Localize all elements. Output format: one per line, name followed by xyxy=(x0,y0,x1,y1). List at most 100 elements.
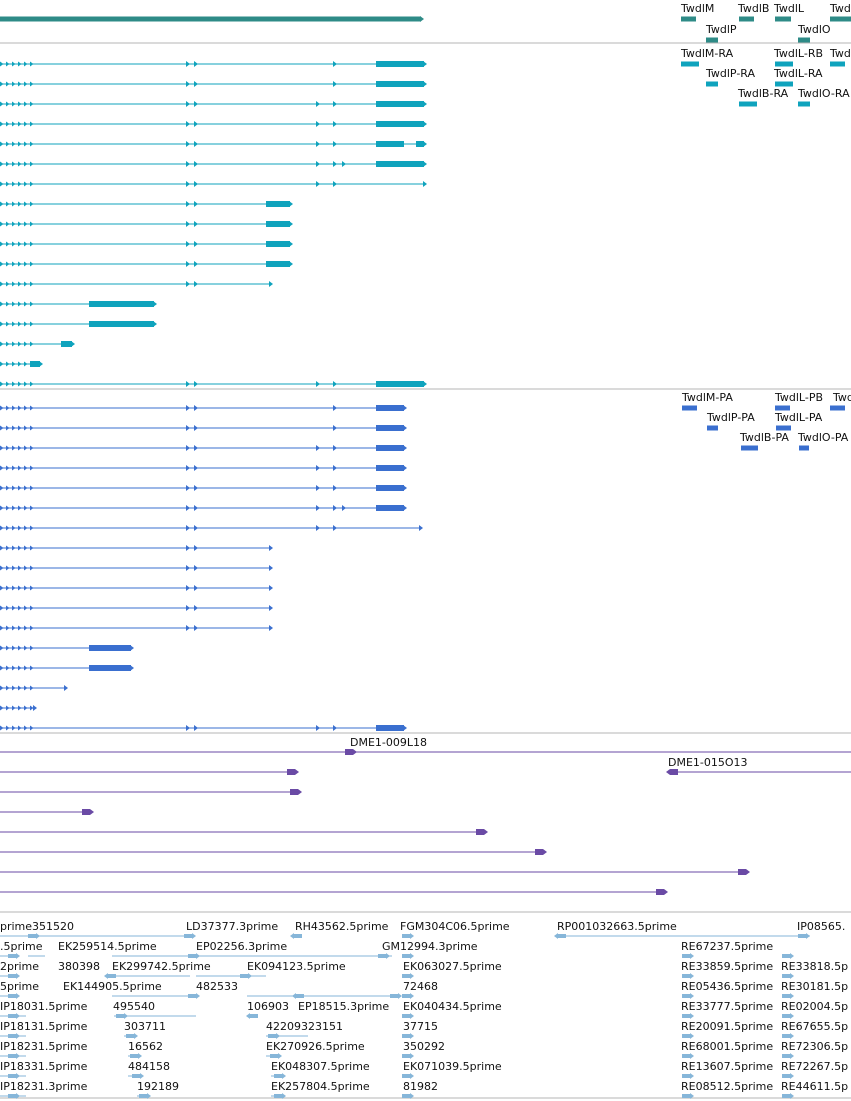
strand-arrow xyxy=(790,993,794,999)
strand-arrow xyxy=(24,281,28,287)
strand-arrow xyxy=(269,605,273,611)
strand-arrow xyxy=(186,465,190,471)
strand-arrow xyxy=(24,445,28,451)
strand-arrow xyxy=(194,181,198,187)
feature-label: TwdlB xyxy=(737,2,769,15)
strand-arrow xyxy=(30,321,34,327)
est-block xyxy=(8,1094,16,1098)
transcript-row xyxy=(0,101,427,107)
strand-arrow xyxy=(6,181,10,187)
strand-arrow xyxy=(790,1093,794,1099)
est-block xyxy=(268,1034,276,1038)
strand-arrow xyxy=(24,341,28,347)
feature-label: FGM304C06.5prime xyxy=(400,920,510,933)
feature-label: EK144905.5prime xyxy=(63,980,162,993)
strand-arrow xyxy=(194,565,198,571)
feature-label: RH43562.5prime xyxy=(295,920,389,933)
strand-arrow xyxy=(790,1033,794,1039)
exon-block xyxy=(416,141,424,147)
strand-arrow xyxy=(24,101,28,107)
feature-label: TwdlM-PA xyxy=(681,391,733,404)
est-block xyxy=(682,1034,690,1038)
transcript-glyph xyxy=(706,81,718,87)
strand-arrow xyxy=(18,321,22,327)
strand-arrow xyxy=(333,525,337,531)
feature-label: EP02256.3prime xyxy=(196,940,287,953)
strand-arrow xyxy=(0,361,4,367)
strand-arrow xyxy=(194,625,198,631)
strand-arrow xyxy=(316,465,320,471)
strand-arrow xyxy=(12,141,16,147)
strand-arrow xyxy=(30,141,34,147)
est-block xyxy=(782,1074,790,1078)
strand-arrow xyxy=(194,261,198,267)
strand-arrow xyxy=(24,425,28,431)
strand-arrow xyxy=(64,685,68,691)
strand-arrow xyxy=(30,381,34,387)
strand-arrow xyxy=(690,1073,694,1079)
strand-arrow xyxy=(333,465,337,471)
strand-arrow xyxy=(12,381,16,387)
strand-arrow xyxy=(333,61,337,67)
strand-arrow xyxy=(12,525,16,531)
est-block xyxy=(270,1054,278,1058)
transcript-glyph xyxy=(775,61,793,67)
strand-arrow xyxy=(0,645,4,651)
strand-arrow xyxy=(18,685,22,691)
exon-block xyxy=(266,241,290,247)
est-block xyxy=(126,1034,134,1038)
strand-arrow xyxy=(12,201,16,207)
strand-arrow xyxy=(18,705,22,711)
est-block xyxy=(782,1034,790,1038)
strand-arrow xyxy=(333,425,337,431)
strand-arrow xyxy=(30,505,34,511)
strand-arrow xyxy=(316,161,320,167)
strand-arrow xyxy=(24,221,28,227)
strand-arrow xyxy=(124,1013,128,1019)
strand-arrow xyxy=(0,101,4,107)
strand-arrow xyxy=(316,445,320,451)
gene-span xyxy=(0,16,421,22)
strand-arrow xyxy=(423,121,427,127)
clone-end xyxy=(738,869,746,875)
strand-arrow xyxy=(24,545,28,551)
feature-label: RE33859.5prime xyxy=(681,960,773,973)
strand-arrow xyxy=(186,505,190,511)
strand-arrow xyxy=(554,933,558,939)
strand-arrow xyxy=(410,1073,414,1079)
strand-arrow xyxy=(690,1093,694,1099)
est-block xyxy=(8,994,16,998)
strand-arrow xyxy=(12,505,16,511)
protein-row xyxy=(0,605,273,611)
strand-arrow xyxy=(186,605,190,611)
exon-block xyxy=(376,445,404,451)
feature-label: IP18131.5prime xyxy=(0,1020,88,1033)
strand-arrow xyxy=(18,405,22,411)
strand-arrow xyxy=(196,993,200,999)
strand-arrow xyxy=(333,445,337,451)
strand-arrow xyxy=(30,281,34,287)
strand-arrow xyxy=(316,101,320,107)
est-block xyxy=(402,1094,410,1098)
feature-label: EP18515.3prime xyxy=(298,1000,389,1013)
strand-arrow xyxy=(18,361,22,367)
strand-arrow xyxy=(186,261,190,267)
strand-arrow xyxy=(194,405,198,411)
strand-arrow xyxy=(12,61,16,67)
strand-arrow xyxy=(410,1053,414,1059)
exon-block xyxy=(266,221,290,227)
strand-arrow xyxy=(186,525,190,531)
strand-arrow xyxy=(690,953,694,959)
strand-arrow xyxy=(24,321,28,327)
feature-label: EK257804.5prime xyxy=(271,1080,370,1093)
strand-arrow xyxy=(12,425,16,431)
strand-arrow xyxy=(30,645,34,651)
est-block xyxy=(402,1054,410,1058)
transcript-row xyxy=(0,161,427,167)
strand-arrow xyxy=(6,645,10,651)
est-block xyxy=(782,994,790,998)
strand-arrow xyxy=(333,505,337,511)
est-block xyxy=(130,1054,138,1058)
strand-arrow xyxy=(24,705,28,711)
strand-arrow xyxy=(18,525,22,531)
